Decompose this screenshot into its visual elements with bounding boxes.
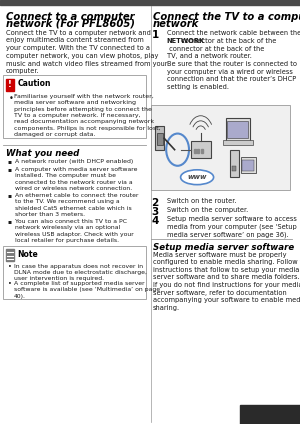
Bar [155,126,164,150]
Text: Note: Note [17,250,38,259]
Bar [191,141,211,158]
Text: A network router (with DHCP enabled): A network router (with DHCP enabled) [15,159,133,165]
Text: Connect to a computer: Connect to a computer [6,12,134,22]
Bar [226,118,250,141]
Text: Caution: Caution [17,79,51,88]
Text: connector at the back of the
TV, and a network router.
Be sure that the router i: connector at the back of the TV, and a n… [167,46,296,90]
Bar [0,0,300,5]
Bar [227,121,248,138]
Text: network: network [153,19,199,29]
Text: ▪: ▪ [7,219,11,224]
Bar [230,150,238,177]
Bar [6,79,14,91]
Bar [223,140,253,145]
Ellipse shape [181,170,214,184]
Bar [3,246,146,299]
Text: Connect the TV to a computer network and
enjoy multimedia content streamed from
: Connect the TV to a computer network and… [6,30,167,75]
Text: Media server software must be properly
configured to enable media sharing. Follo: Media server software must be properly c… [153,252,300,311]
Text: ▪: ▪ [7,193,11,198]
Text: What you need: What you need [6,149,79,158]
Text: !: ! [8,80,12,89]
Text: ▪: ▪ [7,167,11,172]
Text: Switch on the router.: Switch on the router. [167,198,236,204]
Bar [242,160,254,171]
Text: •: • [8,281,12,287]
Text: A computer with media server software
installed. The computer must be
connected : A computer with media server software in… [15,167,137,191]
Text: 2: 2 [152,198,159,208]
Text: •: • [8,94,13,103]
Text: 1: 1 [152,30,159,40]
Text: 3: 3 [152,207,159,217]
Text: In case the apparatus does not recover in
DLNA mode due to electrostatic dischar: In case the apparatus does not recover i… [14,264,146,281]
Text: 4: 4 [152,216,159,226]
Text: A complete list of supported media server
software is available (see ‘Multimedia: A complete list of supported media serve… [14,281,160,298]
Text: www: www [188,174,207,180]
Bar [241,157,256,173]
Bar [201,149,203,153]
Bar [232,166,236,171]
Text: connector at the back of the: connector at the back of the [179,38,276,44]
Text: Connect the network cable between the: Connect the network cable between the [167,30,300,36]
Text: Familiarise yourself with the network router,
media server software and networki: Familiarise yourself with the network ro… [14,94,160,137]
Text: network (For PFL8605): network (For PFL8605) [6,19,135,29]
Text: Connect the TV to a computer: Connect the TV to a computer [153,12,300,22]
Text: You can also connect this TV to a PC
network wirelessly via an optional
wireless: You can also connect this TV to a PC net… [15,219,134,243]
Text: •: • [8,264,12,270]
Text: Setup media server software: Setup media server software [153,243,294,252]
Bar [157,133,163,145]
Bar [197,149,199,153]
Bar [194,149,196,153]
Bar [3,75,146,138]
Bar [151,105,290,190]
Text: Switch on the computer.: Switch on the computer. [167,207,248,213]
Bar [6,249,14,261]
Text: ▪: ▪ [7,159,11,165]
Text: NETWORK: NETWORK [167,38,205,44]
Text: An ethernet cable to connect the router
to the TV. We recommend using a
shielded: An ethernet cable to connect the router … [15,193,139,217]
Bar [240,405,300,424]
Text: Setup media server software to access
media from your computer (see ‘Setup
media: Setup media server software to access me… [167,216,296,238]
